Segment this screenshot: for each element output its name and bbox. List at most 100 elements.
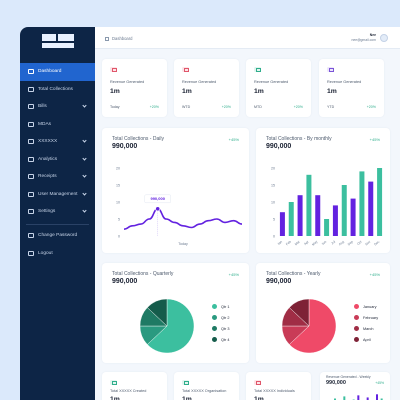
x-tick-label: Nov (364, 239, 371, 246)
bar[interactable] (341, 185, 347, 236)
card-title: Total Collections - By monthly (266, 136, 332, 142)
sidebar-item-settings[interactable]: Settings (20, 203, 95, 221)
legend-label: February (363, 315, 379, 320)
user-name: Nee (369, 33, 376, 37)
stat-period: Today (110, 105, 120, 109)
chevron-down-icon[interactable] (82, 173, 87, 178)
legend-swatch (212, 315, 217, 320)
wallet-icon (327, 67, 334, 73)
daily-line-chart: 0 5 10 15 20 990,000 Today (116, 166, 243, 246)
bar[interactable] (315, 195, 321, 236)
tooltip-box (144, 194, 171, 204)
sidebar-item-analytics[interactable]: Analytics (20, 151, 95, 169)
stat-value: 1m (327, 88, 337, 95)
sidebar-item-xxxxxx[interactable]: XXXXXX (20, 133, 95, 151)
sidebar-item-label: User Management (38, 191, 78, 197)
bar[interactable] (357, 395, 360, 400)
users-icon (28, 191, 34, 197)
stat-label: Total XXXXX Created (110, 389, 147, 393)
sidebar-item-label: Receipts (38, 174, 57, 180)
sidebar-item-logout[interactable]: Logout (20, 245, 95, 263)
chevron-down-icon[interactable] (82, 138, 87, 143)
chevron-down-icon[interactable] (82, 208, 87, 213)
bar[interactable] (380, 398, 383, 400)
sidebar-item-label: Change Password (38, 233, 78, 239)
bar[interactable] (366, 397, 369, 400)
y-tick-label: 15 (271, 183, 275, 187)
tooltip-value: 990,000 (150, 196, 165, 201)
bar[interactable] (332, 205, 338, 236)
stat-value: 1m (182, 396, 192, 400)
user-info: Nee nee@gmail.com (351, 33, 376, 43)
sidebar-item-label: XXXXXX (38, 139, 58, 145)
breadcrumb-label[interactable]: Dashboard (112, 36, 133, 41)
quarterly-legend: Qtr 1 Qtr 2 Qtr 3 Qtr 4 (212, 301, 229, 345)
card-value: 990,000 (266, 143, 292, 150)
x-tick-label: Jan (277, 240, 284, 247)
stat-label: Revenue Generated (327, 80, 362, 84)
receipt-icon (28, 104, 34, 110)
y-tick-label: 0 (273, 234, 275, 238)
sidebar-nav: Dashboard Total Collections Bills MDAs XXXXX… (20, 63, 95, 262)
pie-slice[interactable] (289, 298, 310, 327)
daily-collections-card: Total Collections - Daily 990,000 +45% 0… (102, 128, 249, 253)
stat-label: Total XXXXX Organisation (182, 389, 227, 393)
card-delta: +45% (228, 272, 239, 277)
legend-item: January (354, 301, 378, 312)
card-delta: +45% (228, 137, 239, 142)
legend-item: Qtr 3 (212, 323, 229, 334)
bar[interactable] (297, 195, 303, 236)
wallet-icon (254, 380, 261, 386)
bar[interactable] (350, 198, 356, 236)
monthly-collections-card: Total Collections - By monthly 990,000 +… (256, 128, 390, 253)
bar[interactable] (334, 398, 336, 400)
sidebar-item-label: Dashboard (38, 69, 62, 75)
bar[interactable] (306, 174, 312, 236)
sidebar-item-mdas[interactable]: MDAs (20, 116, 95, 134)
stat-label: Revenue Generated (110, 80, 145, 84)
pie-slice[interactable] (289, 298, 337, 354)
legend-item: Qtr 4 (212, 334, 229, 345)
bar[interactable] (288, 202, 294, 236)
bar[interactable] (343, 396, 346, 400)
legend-swatch (354, 315, 359, 320)
bar[interactable] (377, 168, 383, 236)
nav-divider (26, 223, 89, 225)
pie-slice[interactable] (147, 298, 195, 354)
stat-delta: +20% (366, 105, 376, 109)
sidebar-item-total-collections[interactable]: Total Collections (20, 81, 95, 99)
bar[interactable] (359, 171, 365, 236)
document-icon (28, 174, 34, 180)
wallet-icon (110, 380, 117, 386)
wallet-icon (254, 67, 261, 73)
sidebar-item-receipts[interactable]: Receipts (20, 168, 95, 186)
bar[interactable] (324, 219, 330, 236)
chevron-down-icon[interactable] (82, 103, 87, 108)
sidebar-item-user-management[interactable]: User Management (20, 186, 95, 204)
logo (42, 34, 74, 48)
peak-point[interactable] (155, 206, 161, 212)
legend-item: April (354, 334, 378, 345)
sidebar-item-change-password[interactable]: Change Password (20, 227, 95, 245)
stat-label: Total XXXXX Individuals (254, 389, 295, 393)
legend-label: January (363, 304, 377, 309)
yearly-pie-chart (281, 298, 337, 354)
stat-period: WTD (182, 105, 191, 109)
legend-label: Qtr 1 (221, 304, 230, 309)
chevron-down-icon[interactable] (82, 155, 87, 161)
sidebar-item-dashboard[interactable]: Dashboard (20, 63, 95, 81)
sidebar-item-bills[interactable]: Bills (20, 98, 95, 116)
yearly-legend: January February March April (354, 301, 378, 345)
building-icon (28, 121, 34, 127)
legend-swatch (212, 337, 217, 342)
x-tick-label: Sep (347, 240, 354, 247)
chevron-down-icon[interactable] (82, 190, 87, 196)
breadcrumb: Dashboard (105, 36, 133, 41)
bar[interactable] (376, 394, 378, 400)
pie-slice[interactable] (147, 298, 168, 327)
bar[interactable] (368, 181, 374, 236)
bar[interactable] (279, 212, 285, 236)
avatar[interactable] (380, 34, 388, 42)
